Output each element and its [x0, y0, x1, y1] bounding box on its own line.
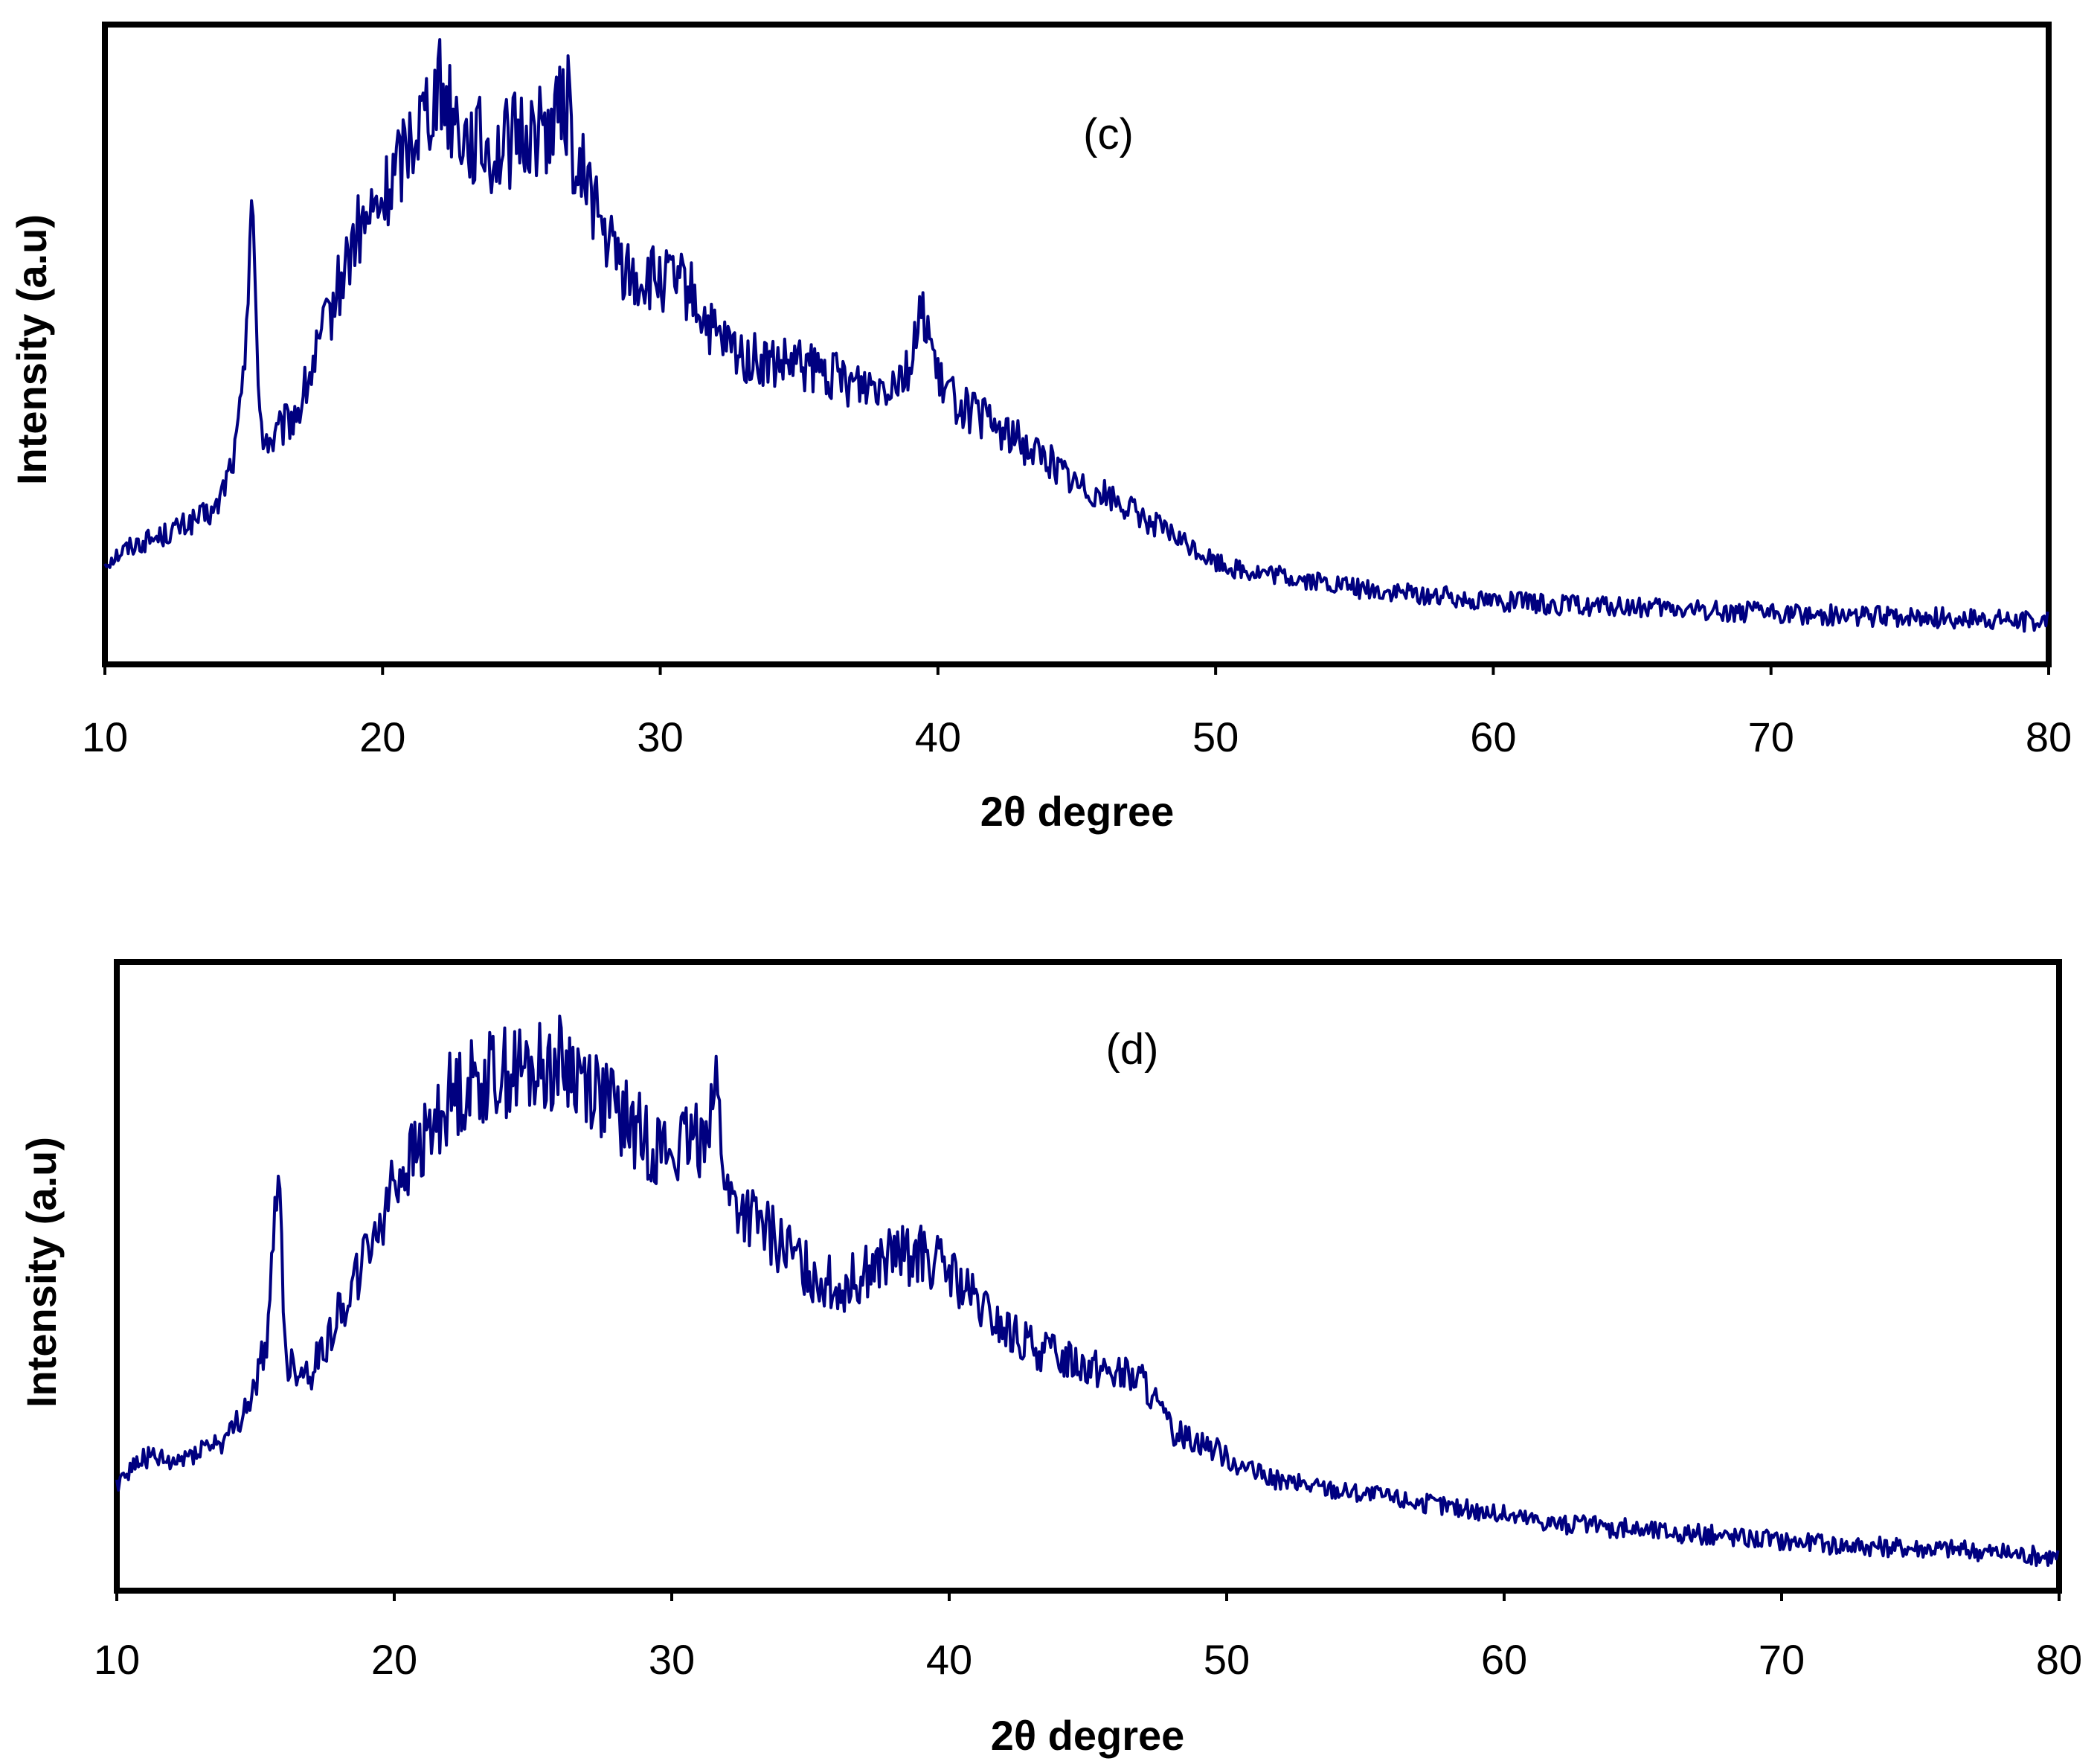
- chart-panel-d: (d) 10 20 30 40 50 60 70 80 2θ degree Intensity…: [18, 959, 2082, 1759]
- x-tick-label: 20: [371, 1636, 417, 1683]
- x-tick-label: 50: [1204, 1636, 1250, 1683]
- x-tick-label: 60: [1481, 1636, 1527, 1683]
- x-tick-label: 80: [2026, 713, 2072, 760]
- x-tick-label: 30: [637, 713, 683, 760]
- plot-frame-c: [102, 22, 2052, 667]
- x-tick-label: 40: [915, 713, 961, 760]
- plot-frame-d: [114, 959, 2062, 1594]
- series-line-c: [103, 38, 2049, 633]
- panel-label-c: (c): [1083, 110, 1134, 158]
- y-axis-title-d: Intensity (a.u): [18, 1137, 65, 1408]
- x-tick-label: 40: [926, 1636, 972, 1683]
- x-tick-label: 60: [1470, 713, 1516, 760]
- x-tick-label: 70: [1748, 713, 1794, 760]
- x-tick-labels-c: 10 20 30 40 50 60 70 80: [82, 713, 2072, 760]
- x-axis-title-d: 2θ degree: [991, 1712, 1185, 1759]
- x-tick-marks-d: [115, 1591, 2061, 1601]
- x-tick-label: 10: [82, 713, 128, 760]
- x-tick-labels-d: 10 20 30 40 50 60 70 80: [94, 1636, 2082, 1683]
- x-tick-label: 50: [1192, 713, 1239, 760]
- x-tick-label: 70: [1759, 1636, 1805, 1683]
- panel-label-d: (d): [1106, 1025, 1159, 1074]
- x-tick-label: 10: [94, 1636, 140, 1683]
- x-axis-title-c: 2θ degree: [980, 788, 1175, 835]
- x-tick-label: 80: [2036, 1636, 2082, 1683]
- x-tick-label: 20: [359, 713, 405, 760]
- series-line-d: [115, 1014, 2060, 1568]
- x-tick-marks-c: [103, 664, 2050, 675]
- y-axis-title-c: Intensity (a.u): [8, 214, 55, 485]
- x-tick-label: 30: [649, 1636, 695, 1683]
- chart-panel-c: (c) 10 20 30 40 50 60 70 80 2θ degree Intensity…: [8, 22, 2072, 835]
